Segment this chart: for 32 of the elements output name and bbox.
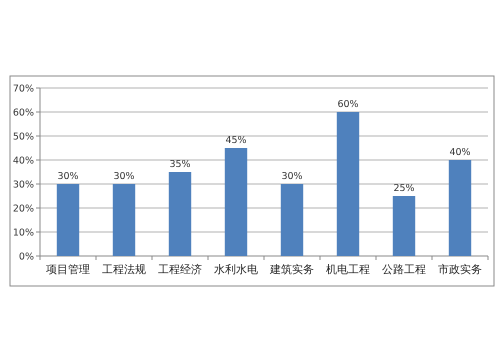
x-tick-label: 公路工程 xyxy=(382,263,426,276)
x-tick-label: 工程经济 xyxy=(158,263,202,276)
bar xyxy=(448,160,472,256)
bar xyxy=(392,196,416,256)
data-label: 60% xyxy=(337,99,359,110)
y-tick-label: 10% xyxy=(12,228,34,238)
y-tick-label: 70% xyxy=(12,84,34,94)
data-label: 25% xyxy=(393,183,415,194)
bar xyxy=(56,184,80,256)
bar xyxy=(336,112,360,256)
x-tick-label: 市政实务 xyxy=(438,263,482,276)
data-label: 35% xyxy=(169,159,191,170)
y-tick-label: 40% xyxy=(12,156,34,166)
bar xyxy=(168,172,192,256)
data-label: 30% xyxy=(57,171,79,182)
data-label: 45% xyxy=(225,135,247,146)
bar xyxy=(112,184,136,256)
x-tick-label: 工程法规 xyxy=(102,263,146,276)
y-tick-label: 30% xyxy=(12,180,34,190)
x-tick-label: 水利水电 xyxy=(214,263,258,276)
y-tick-label: 50% xyxy=(12,132,34,142)
data-label: 30% xyxy=(281,171,303,182)
x-tick-label: 机电工程 xyxy=(326,263,370,276)
bar xyxy=(224,148,248,256)
x-tick-label: 项目管理 xyxy=(46,263,90,276)
y-tick-label: 60% xyxy=(12,108,34,118)
y-tick-label: 0% xyxy=(18,252,34,262)
data-label: 30% xyxy=(113,171,135,182)
bar xyxy=(280,184,304,256)
y-tick-label: 20% xyxy=(12,204,34,214)
x-tick-label: 建筑实务 xyxy=(269,263,314,276)
data-label: 40% xyxy=(449,147,471,158)
